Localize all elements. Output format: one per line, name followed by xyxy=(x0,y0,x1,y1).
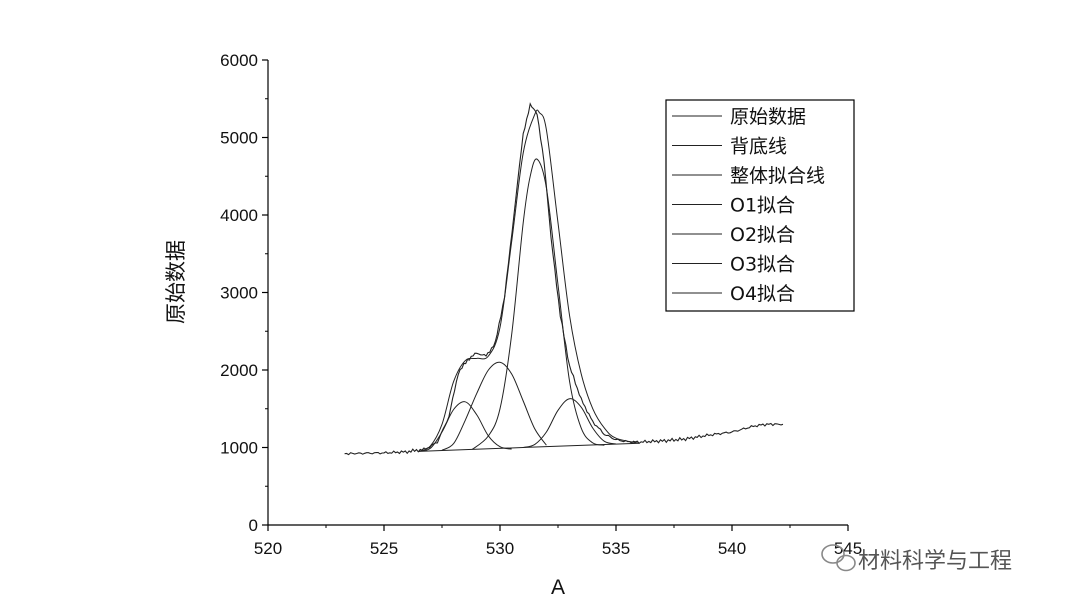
legend-label: O4拟合 xyxy=(730,283,795,305)
legend-label: O1拟合 xyxy=(730,195,795,217)
x-tick-label: 525 xyxy=(370,539,398,558)
legend-box xyxy=(665,99,855,312)
legend-label: O3拟合 xyxy=(730,254,795,276)
y-tick-label: 4000 xyxy=(220,206,258,225)
watermark-text: 材料科学与工程 xyxy=(858,549,1012,574)
x-tick-label: 540 xyxy=(718,539,746,558)
x-axis-title: A xyxy=(551,576,565,599)
legend-label: O2拟合 xyxy=(730,224,795,246)
legend-label: 背底线 xyxy=(730,136,787,158)
y-tick-label: 0 xyxy=(249,516,258,535)
y-tick-label: 5000 xyxy=(220,129,258,148)
series-line-1 xyxy=(418,442,640,452)
series-line-2 xyxy=(418,109,640,452)
y-tick-label: 6000 xyxy=(220,51,258,70)
legend-label: 整体拟合线 xyxy=(730,165,825,187)
series-line-6 xyxy=(523,398,617,448)
y-tick-label: 1000 xyxy=(220,439,258,458)
x-tick-label: 535 xyxy=(602,539,630,558)
series-line-3 xyxy=(418,401,512,452)
legend-label: 原始数据 xyxy=(730,106,806,128)
series-line-5 xyxy=(471,158,605,450)
x-tick-label: 545 xyxy=(834,539,862,558)
x-tick-label: 520 xyxy=(254,539,282,558)
y-tick-label: 2000 xyxy=(220,361,258,380)
ticks: 0 1000 2000 3000 4000 5000 6000 520 525 530 535 540… xyxy=(220,51,862,558)
series-line-4 xyxy=(441,361,547,451)
y-tick-label: 3000 xyxy=(220,284,258,303)
y-axis-title: 原始数据 xyxy=(165,240,188,324)
wechat-icon xyxy=(821,544,856,572)
watermark: 材料科学与工程 xyxy=(821,544,1012,574)
x-tick-label: 530 xyxy=(486,539,514,558)
plot-area xyxy=(344,102,784,456)
